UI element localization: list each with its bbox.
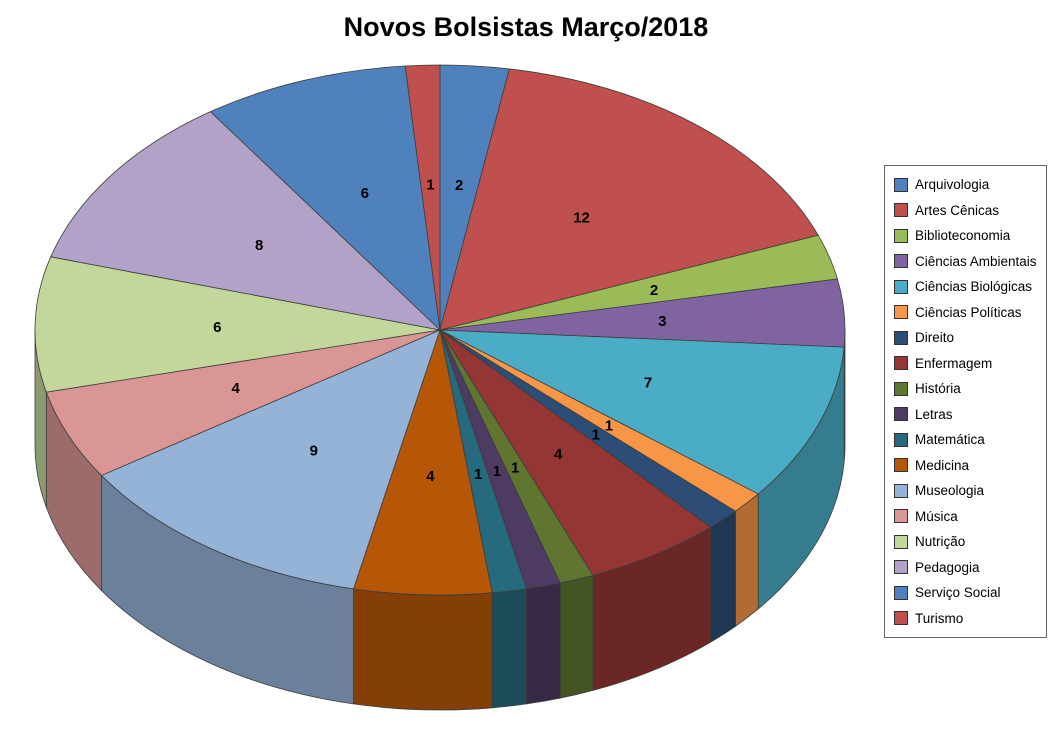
legend-item[interactable]: Museologia [894,478,1037,504]
slice-value-label: 9 [310,442,318,459]
legend-label: Medicina [915,457,970,473]
legend-color-swatch [894,458,908,473]
slice-value-label: 1 [605,417,613,434]
legend-label: Ciências Ambientais [915,253,1037,269]
legend-color-swatch [894,483,908,498]
pie-slice[interactable] [100,329,441,590]
legend-item[interactable]: Letras [894,402,1037,428]
pie-slice-side[interactable] [526,582,561,705]
legend-label: Arquivologia [915,177,990,193]
legend-label: Enfermagem [915,355,993,371]
legend-label: Ciências Políticas [915,304,1022,320]
legend-item[interactable]: Enfermagem [894,351,1037,377]
legend-item[interactable]: Ciências Biológicas [894,274,1037,300]
legend-item[interactable]: Ciências Ambientais [894,249,1037,275]
legend-item[interactable]: História [894,376,1037,402]
legend-item[interactable]: Ciências Políticas [894,300,1037,326]
pie-slice-side[interactable] [559,574,594,699]
slice-value-label: 4 [231,380,240,397]
legend-item[interactable]: Nutrição [894,529,1037,555]
slice-value-label: 1 [493,463,501,480]
slice-value-label: 7 [644,374,652,391]
legend-label: Serviço Social [915,585,1001,601]
slice-value-label: 3 [658,313,666,330]
pie-slice[interactable] [209,65,441,332]
pie-slice[interactable] [439,68,819,331]
pie-slice-side[interactable] [710,510,736,643]
legend-color-swatch [894,611,908,626]
legend-color-swatch [894,381,908,396]
slice-value-label: 12 [573,210,590,227]
legend-item[interactable]: Artes Cênicas [894,198,1037,224]
legend-label: Letras [915,406,953,422]
slice-value-label: 4 [426,468,435,485]
legend-label: Turismo [915,610,964,626]
slice-value-label: 1 [511,459,519,476]
legend-color-swatch [894,177,908,192]
pie-slice-side[interactable] [735,493,759,628]
legend-color-swatch [894,432,908,447]
pie-slice[interactable] [45,329,441,476]
legend-color-swatch [894,203,908,218]
legend-color-swatch [894,356,908,371]
legend-label: Direito [915,330,955,346]
pie-slice[interactable] [50,111,442,331]
legend-item[interactable]: Serviço Social [894,580,1037,606]
legend-label: Museologia [915,483,985,499]
legend-color-swatch [894,305,908,320]
legend-label: Artes Cênicas [915,202,1000,218]
legend-color-swatch [894,560,908,575]
legend-label: Pedagogia [915,559,980,575]
legend-item[interactable]: Música [894,504,1037,530]
pie-slice-side[interactable] [353,588,493,711]
legend-item[interactable]: Biblioteconomia [894,223,1037,249]
legend-color-swatch [894,254,908,269]
legend-label: Biblioteconomia [915,228,1011,244]
chart-title: Novos Bolsistas Março/2018 [343,12,709,42]
slice-value-label: 6 [213,319,221,336]
legend-color-swatch [894,228,908,243]
slice-value-label: 1 [592,426,600,443]
pie-slice[interactable] [439,329,712,576]
legend-item[interactable]: Direito [894,325,1037,351]
legend-color-swatch [894,534,908,549]
slice-value-label: 8 [255,237,263,254]
legend-color-swatch [894,330,908,345]
slice-value-label: 2 [455,177,463,194]
slice-value-label: 1 [426,177,434,194]
legend-item[interactable]: Medicina [894,453,1037,479]
pie-slice[interactable] [352,328,493,596]
legend-color-swatch [894,585,908,600]
legend-color-swatch [894,279,908,294]
legend-color-swatch [894,509,908,524]
legend-item[interactable]: Turismo [894,606,1037,632]
legend-label: Ciências Biológicas [915,279,1033,295]
pie-slice[interactable] [404,64,441,331]
legend-label: Música [915,508,958,524]
legend-item[interactable]: Matemática [894,427,1037,453]
legend-label: Matemática [915,432,985,448]
slice-value-label: 2 [650,282,658,299]
legend: Arquivologia Artes Cênicas Biblioteconomia… [884,165,1047,638]
legend-item[interactable]: Arquivologia [894,172,1037,198]
legend-label: História [915,381,961,397]
legend-color-swatch [894,407,908,422]
slice-value-label: 1 [474,466,482,483]
pie-slice[interactable] [439,329,845,495]
pie-slice-side[interactable] [491,588,527,709]
slice-value-label: 4 [554,446,563,463]
slice-value-label: 6 [361,185,369,202]
legend-label: Nutrição [915,534,966,550]
legend-item[interactable]: Pedagogia [894,555,1037,581]
pie-slice[interactable] [34,256,441,393]
